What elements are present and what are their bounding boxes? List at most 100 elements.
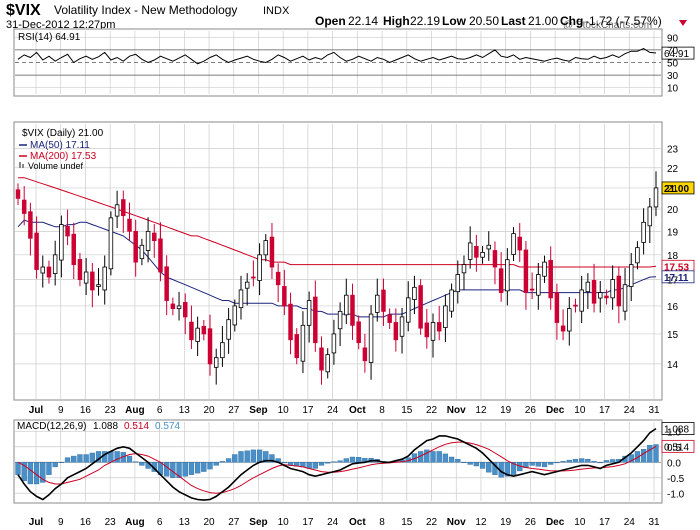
candle-body <box>399 316 405 337</box>
candle-body <box>536 274 541 296</box>
macd-x-tick-label: 16 <box>80 517 92 528</box>
macd-histogram-bar <box>318 462 325 466</box>
ma200-value-label: 17.53 <box>664 262 689 273</box>
macd-y-tick-label: 0.5 <box>667 443 681 454</box>
macd-histogram-bar <box>89 452 95 463</box>
macd-histogram-bar <box>77 454 83 463</box>
macd-histogram-bar <box>609 459 616 463</box>
macd-x-tick-label: 12 <box>475 517 487 528</box>
open-label: Open <box>315 14 346 28</box>
macd-histogram-bar <box>510 462 517 475</box>
last-price-label: 21.00 <box>664 184 689 195</box>
macd-x-tick-label: 24 <box>327 517 339 528</box>
macd-x-tick-label: Jul <box>29 517 44 528</box>
candle-body <box>325 354 330 373</box>
candle-body <box>21 199 27 214</box>
candle-body <box>145 230 151 251</box>
candle-body <box>653 187 659 208</box>
price-panel <box>13 121 663 401</box>
last-price-box <box>661 181 695 195</box>
candle-body <box>405 297 411 323</box>
chg-label: Chg <box>560 14 583 28</box>
ma50-value-box <box>661 270 695 284</box>
candle-body <box>226 319 231 340</box>
candle-body <box>461 264 467 274</box>
candle-body <box>591 280 597 304</box>
macd-histogram-bar <box>250 449 257 463</box>
candle-body <box>350 294 355 326</box>
price-x-tick-label: 6 <box>157 405 163 416</box>
macd-x-tick-label: 20 <box>203 517 215 528</box>
price-y-tick-label: 15 <box>667 330 679 341</box>
macd-histogram-bar <box>306 462 312 469</box>
candle-body <box>319 347 324 371</box>
candle-body <box>34 232 39 270</box>
macd-histogram-bar <box>337 460 343 463</box>
price-x-tick-label: Dec <box>546 405 565 416</box>
candle-body <box>585 281 591 293</box>
macd-histogram-bar <box>213 462 219 466</box>
high-label: High <box>383 14 410 28</box>
macd-histogram-bar <box>603 460 610 463</box>
macd-x-tick-label: 17 <box>599 517 611 528</box>
price-x-tick-label: 10 <box>574 405 586 416</box>
macd-line <box>17 427 657 501</box>
candle-body <box>121 199 126 217</box>
macd-x-tick-label: 31 <box>648 517 660 528</box>
candle-body <box>207 328 213 365</box>
macd-histogram-bar <box>424 449 430 463</box>
macd-signal-value-box <box>661 439 695 453</box>
macd-histogram-bar <box>579 458 585 463</box>
last-value: 21.00 <box>528 14 558 28</box>
candle-body <box>449 289 454 312</box>
macd-legend-value: 1.088 <box>93 421 118 432</box>
candle-body <box>152 232 157 241</box>
candle-body <box>28 211 33 239</box>
price-x-tick-label: Oct <box>349 405 366 416</box>
macd-histogram-bar <box>164 462 170 477</box>
macd-histogram-bar <box>504 462 510 477</box>
candle-body <box>170 303 176 310</box>
rsi-y-tick-label: 50 <box>667 59 679 70</box>
candle-body <box>337 310 343 330</box>
price-y-tick-label: 16 <box>667 302 679 313</box>
candle-body <box>604 295 609 299</box>
price-x-tick-label: 20 <box>203 405 215 416</box>
candle-body <box>418 285 423 329</box>
rsi-y-tick-label: 90 <box>667 33 679 44</box>
macd-histogram-bar <box>83 454 89 463</box>
macd-histogram-bar <box>591 461 597 463</box>
macd-histogram-bar <box>325 462 331 464</box>
candle-body <box>282 286 287 307</box>
candle-body <box>257 254 262 281</box>
candle-body <box>573 304 578 307</box>
symbol-text: $VIX <box>6 2 41 19</box>
candle-body <box>77 258 83 281</box>
candle-body <box>164 266 169 301</box>
macd-histogram-bar <box>442 453 449 463</box>
price-x-tick-label: 22 <box>426 405 438 416</box>
candle-body <box>96 284 101 287</box>
candle-body <box>548 259 553 299</box>
price-x-tick-label: 23 <box>105 405 117 416</box>
macd-histogram-bar <box>634 451 641 463</box>
macd-histogram-bar <box>194 462 201 474</box>
price-x-tick-label: 15 <box>401 405 413 416</box>
candle-body <box>114 204 120 217</box>
candle-body <box>244 281 250 289</box>
candle-body <box>15 189 21 199</box>
down-arrow-icon <box>679 20 687 26</box>
macd-histogram-bar <box>219 461 226 463</box>
index-name-text: Volatility Index - New Methodology <box>54 3 237 17</box>
macd-y-tick-label: 1.0 <box>667 427 681 438</box>
candle-body <box>108 217 114 270</box>
macd-value-box <box>661 422 695 435</box>
macd-histogram-bar <box>566 459 572 463</box>
candle-body <box>567 308 572 332</box>
candle-body <box>610 279 615 299</box>
chg-value: -1.72 (-7.57%) <box>585 14 662 28</box>
candle-body <box>90 271 95 291</box>
candle-body <box>598 292 603 299</box>
candle-body <box>647 206 653 227</box>
